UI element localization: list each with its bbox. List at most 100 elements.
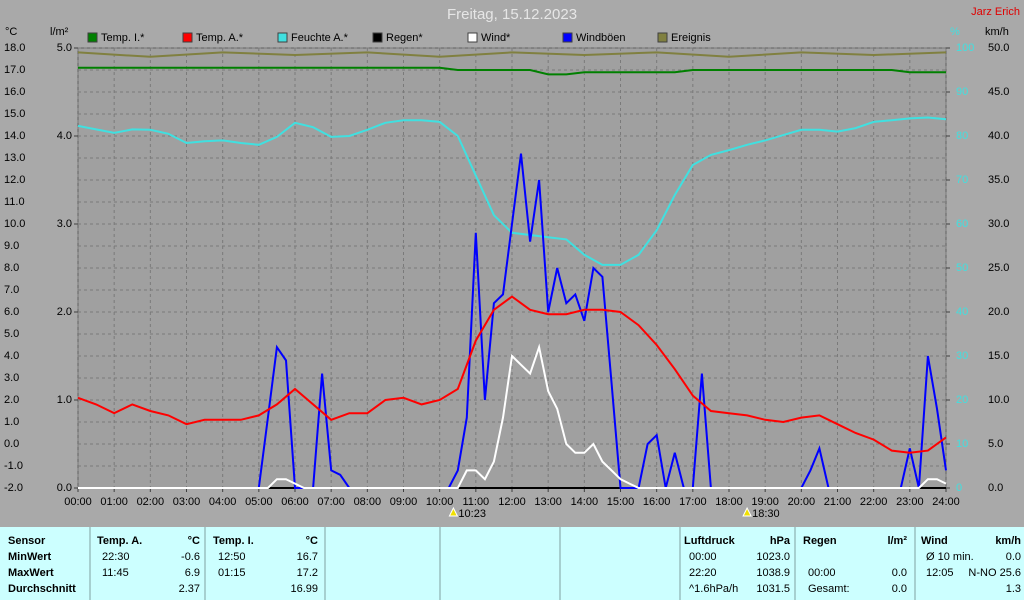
table-cell: 16.7 (297, 551, 318, 563)
y-tick-label: 1.0 (57, 394, 72, 406)
y-tick-label: 60 (956, 218, 968, 230)
table-cell: 0.0 (1006, 551, 1021, 563)
x-tick-label: 19:00 (751, 496, 779, 508)
stats-table (0, 527, 1024, 600)
y-tick-label: 12.0 (4, 174, 25, 186)
table-cell: Ø 10 min. (926, 551, 974, 563)
x-tick-label: 20:00 (788, 496, 816, 508)
table-row-label: MinWert (8, 551, 52, 563)
y-tick-label: 7.0 (4, 284, 19, 296)
y-tick-label: 100 (956, 42, 974, 54)
x-tick-label: 23:00 (896, 496, 924, 508)
y-tick-label: 1.0 (4, 416, 19, 428)
table-row-label: MaxWert (8, 567, 54, 579)
y-tick-label: 2.0 (4, 394, 19, 406)
table-cell: 6.9 (185, 567, 200, 579)
y-tick-label: 6.0 (4, 306, 19, 318)
series-line (77, 51, 947, 58)
table-cell: 12:50 (218, 551, 246, 563)
y-tick-label: -1.0 (4, 460, 23, 472)
x-tick-label: 14:00 (571, 496, 599, 508)
table-cell: N-NO 25.6 (968, 567, 1021, 579)
axis-unit: % (950, 26, 960, 38)
legend-swatch (467, 32, 478, 43)
table-cell: 1038.9 (756, 567, 790, 579)
x-tick-label: 18:00 (715, 496, 743, 508)
legend-swatch (87, 32, 98, 43)
x-tick-label: 07:00 (317, 496, 345, 508)
axis-unit: km/h (985, 26, 1009, 38)
y-tick-label: 10.0 (988, 394, 1009, 406)
axis-unit: °C (5, 26, 17, 38)
series-line (77, 116, 947, 266)
y-tick-label: 15.0 (4, 108, 25, 120)
table-cell: 12:05 (926, 567, 954, 579)
x-tick-label: 08:00 (354, 496, 382, 508)
y-tick-label: 20 (956, 394, 968, 406)
table-header: Wind (921, 535, 948, 547)
legend-swatch (277, 32, 288, 43)
table-cell: 01:15 (218, 567, 246, 579)
y-tick-label: 3.0 (57, 218, 72, 230)
table-header: °C (188, 535, 200, 547)
x-tick-label: 04:00 (209, 496, 237, 508)
x-tick-label: 05:00 (245, 496, 273, 508)
table-header: Regen (803, 535, 837, 547)
x-tick-label: 17:00 (679, 496, 707, 508)
y-tick-label: 5.0 (4, 328, 19, 340)
y-tick-label: 5.0 (988, 438, 1003, 450)
table-cell: 11:45 (102, 567, 129, 579)
x-tick-label: 13:00 (534, 496, 562, 508)
annotation-label: 10:23 (458, 508, 486, 520)
x-tick-label: 11:00 (462, 496, 489, 508)
y-tick-label: 80 (956, 130, 968, 142)
x-tick-label: 10:00 (426, 496, 454, 508)
table-cell: 1031.5 (756, 583, 790, 595)
x-tick-label: 15:00 (607, 496, 635, 508)
annotation-marker (448, 506, 459, 517)
y-tick-label: 9.0 (4, 240, 19, 252)
y-tick-label: 13.0 (4, 152, 25, 164)
table-cell: 2.37 (179, 583, 200, 595)
chart-title: Freitag, 15.12.2023 (447, 6, 577, 23)
y-tick-label: 14.0 (4, 130, 25, 142)
y-tick-label: 30 (956, 350, 968, 362)
table-cell: 00:00 (808, 567, 836, 579)
y-tick-label: 2.0 (57, 306, 72, 318)
y-tick-label: 90 (956, 86, 968, 98)
y-tick-label: 20.0 (988, 306, 1009, 318)
annotation-marker (742, 506, 752, 517)
x-tick-label: 03:00 (173, 496, 201, 508)
table-row-label: Durchschnitt (8, 583, 76, 595)
author: Jarz Erich (971, 6, 1020, 18)
table-cell: Gesamt: (808, 583, 850, 595)
legend-label: Temp. I.* (101, 32, 145, 44)
y-tick-label: 10 (956, 438, 968, 450)
table-header: Sensor (8, 535, 46, 547)
table-cell: 1.3 (1006, 583, 1021, 595)
legend-label: Windböen (576, 32, 626, 44)
series-line (78, 343, 947, 489)
x-tick-label: 00:00 (64, 496, 92, 508)
y-tick-label: 5.0 (57, 42, 72, 54)
x-tick-label: 12:00 (498, 496, 526, 508)
legend-swatch (182, 32, 193, 43)
y-tick-label: 50 (956, 262, 968, 274)
annotation-label: 18:30 (752, 508, 780, 520)
y-tick-label: 40 (956, 306, 968, 318)
y-tick-label: 40.0 (988, 130, 1009, 142)
y-tick-label: 4.0 (57, 130, 72, 142)
legend-label: Regen* (386, 32, 423, 44)
table-header: l/m² (887, 535, 907, 547)
table-cell: 16.99 (290, 583, 318, 595)
legend-label: Wind* (481, 32, 511, 44)
table-header: °C (306, 535, 318, 547)
x-tick-label: 06:00 (281, 496, 309, 508)
y-tick-label: 50.0 (988, 42, 1009, 54)
y-tick-label: 45.0 (988, 86, 1009, 98)
table-header: hPa (770, 535, 791, 547)
table-header: Luftdruck (684, 535, 736, 547)
table-cell: 17.2 (297, 567, 318, 579)
y-tick-label: 35.0 (988, 174, 1009, 186)
